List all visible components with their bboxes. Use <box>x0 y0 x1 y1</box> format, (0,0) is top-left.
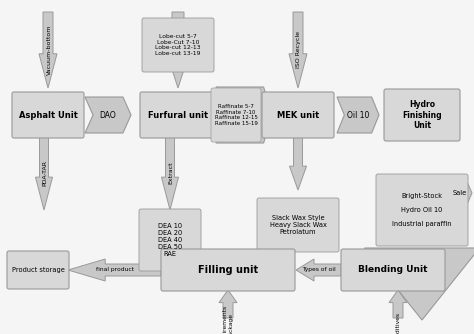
Polygon shape <box>39 12 57 88</box>
Text: Filling unit: Filling unit <box>198 265 258 275</box>
Text: MEK unit: MEK unit <box>277 111 319 120</box>
Text: Types of oil: Types of oil <box>302 268 336 273</box>
Text: final product: final product <box>96 268 134 273</box>
Text: Requirements
Package: Requirements Package <box>223 305 233 334</box>
FancyBboxPatch shape <box>384 89 460 141</box>
Text: Hydro
Finishing
Unit: Hydro Finishing Unit <box>402 100 442 130</box>
FancyBboxPatch shape <box>376 174 468 246</box>
FancyBboxPatch shape <box>12 92 84 138</box>
FancyBboxPatch shape <box>257 198 339 252</box>
Polygon shape <box>289 12 307 88</box>
Text: Additives: Additives <box>395 312 401 334</box>
Polygon shape <box>290 137 307 190</box>
FancyBboxPatch shape <box>211 88 261 142</box>
Text: DEA 10
DEA 20
DEA 40
DEA 50
RAE: DEA 10 DEA 20 DEA 40 DEA 50 RAE <box>158 223 182 257</box>
Polygon shape <box>167 12 189 88</box>
FancyBboxPatch shape <box>161 249 295 291</box>
Polygon shape <box>296 259 341 281</box>
Text: Lobe-cut 5-7
Lobe-Cut 7-10
Lobe-cut 12-13
Lobe-cut 13-19: Lobe-cut 5-7 Lobe-Cut 7-10 Lobe-cut 12-1… <box>155 34 201 56</box>
Text: Furfural unit: Furfural unit <box>148 111 208 120</box>
Text: ISO Recycle: ISO Recycle <box>297 31 301 68</box>
Polygon shape <box>36 137 53 210</box>
Text: Product storage: Product storage <box>11 267 64 273</box>
Polygon shape <box>389 290 407 318</box>
FancyBboxPatch shape <box>262 92 334 138</box>
Text: Blending Unit: Blending Unit <box>358 266 428 275</box>
Text: Bright-Stock

Hydro Oil 10

Industrial paraffin: Bright-Stock Hydro Oil 10 Industrial par… <box>392 193 452 227</box>
Polygon shape <box>68 259 161 281</box>
FancyBboxPatch shape <box>140 92 216 138</box>
Text: Sale: Sale <box>453 190 467 196</box>
Polygon shape <box>85 97 131 133</box>
FancyBboxPatch shape <box>142 18 214 72</box>
Polygon shape <box>337 97 379 133</box>
Text: Asphalt Unit: Asphalt Unit <box>18 111 77 120</box>
Text: Slack Wax Style
Heavy Slack Wax
Petrolatum: Slack Wax Style Heavy Slack Wax Petrolat… <box>270 215 327 235</box>
FancyBboxPatch shape <box>139 209 201 271</box>
Polygon shape <box>162 137 179 210</box>
Text: Raffinate 5-7
Raffinate 7-10
Raffinate 12-15
Raffinate 15-19: Raffinate 5-7 Raffinate 7-10 Raffinate 1… <box>215 104 257 126</box>
Text: Oil 10: Oil 10 <box>347 111 369 120</box>
Text: Extract: Extract <box>168 162 173 184</box>
Text: DAO: DAO <box>100 111 117 120</box>
Text: Vacuum-bottom: Vacuum-bottom <box>46 25 52 75</box>
FancyBboxPatch shape <box>7 251 69 289</box>
Polygon shape <box>365 248 474 320</box>
Text: PDA-TAR: PDA-TAR <box>43 160 47 186</box>
Polygon shape <box>460 182 472 204</box>
Polygon shape <box>219 290 237 318</box>
FancyBboxPatch shape <box>341 249 445 291</box>
Polygon shape <box>216 87 272 143</box>
